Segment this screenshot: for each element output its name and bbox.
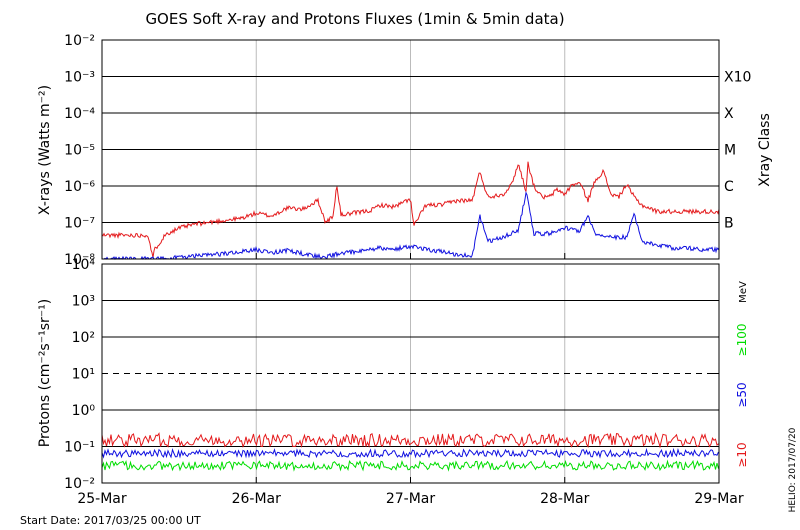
xray-y-tick-label: 10⁻⁷: [64, 216, 95, 232]
x-tick-label: 29-Mar: [694, 491, 744, 507]
proton-series: [101, 432, 719, 472]
x-tick-label: 28-Mar: [540, 491, 590, 507]
proton-y-axis-label: Protons (cm⁻²s⁻¹sr⁻¹): [37, 299, 53, 448]
xray-y-tick-label: 10⁻⁵: [64, 143, 95, 159]
proton-y-tick-label: 10⁰: [72, 403, 96, 419]
proton-series-line: [101, 432, 719, 449]
x-tick-label: 26-Mar: [232, 491, 282, 507]
chart-title: GOES Soft X-ray and Protons Fluxes (1min…: [145, 10, 564, 28]
proton-y-tick-label: 10³: [72, 294, 95, 310]
proton-grid-lines: [102, 264, 719, 483]
xray-y-tick-label: 10⁻³: [64, 70, 95, 86]
xray-y-tick-label: 10⁻²: [64, 33, 95, 49]
x-tick-label: 27-Mar: [386, 491, 436, 507]
xray-grid-lines: [102, 40, 719, 259]
helio-credit: HELIO: 2017/07/20: [788, 427, 798, 512]
x-axis-ticks: 25-Mar 26-Mar 27-Mar 28-Mar 29-Mar: [77, 253, 744, 507]
proton-legend-entry: ≥50: [735, 382, 749, 407]
start-date-label: Start Date: 2017/03/25 00:00 UT: [20, 514, 201, 527]
proton-y-tick-label: 10⁴: [72, 257, 96, 273]
xray-series-line: [101, 161, 720, 258]
proton-legend: ≥10 ≥50 ≥100 MeV: [735, 281, 749, 468]
xray-class-label: X10: [724, 70, 751, 86]
xray-series: [101, 161, 720, 261]
xray-y-tick-label: 10⁻⁶: [64, 179, 95, 195]
xray-y-ticks: 10⁻² 10⁻³ 10⁻⁴ 10⁻⁵ 10⁻⁶ 10⁻⁷ 10⁻⁸: [64, 33, 719, 268]
xray-series-line: [102, 190, 720, 261]
proton-series-line: [101, 447, 719, 459]
xray-class-label: X: [724, 106, 734, 122]
xray-class-title: Xray Class: [757, 113, 773, 187]
proton-y-ticks: 10⁴ 10³ 10² 10¹ 10⁰ 10⁻¹ 10⁻²: [64, 257, 719, 492]
xray-class-label: B: [724, 216, 734, 232]
proton-legend-entry: ≥10: [735, 442, 749, 467]
xray-class-label: M: [724, 143, 736, 159]
xray-class-label: C: [724, 179, 734, 195]
proton-y-tick-label: 10²: [72, 330, 95, 346]
x-tick-label: 25-Mar: [77, 491, 127, 507]
proton-y-tick-label: 10⁻²: [64, 476, 95, 492]
proton-y-tick-label: 10¹: [72, 367, 95, 383]
proton-series-line: [101, 459, 719, 472]
proton-legend-entry: ≥100: [735, 324, 749, 357]
proton-unit-label: MeV: [738, 281, 749, 303]
proton-y-tick-label: 10⁻¹: [64, 440, 95, 456]
xray-y-tick-label: 10⁻⁴: [64, 106, 95, 122]
xray-y-tick-label: 10⁻⁸: [64, 252, 95, 268]
xray-y-axis-label: X-rays (Watts m⁻²): [37, 85, 53, 215]
xray-class-labels: X10 X M C B: [724, 70, 751, 232]
